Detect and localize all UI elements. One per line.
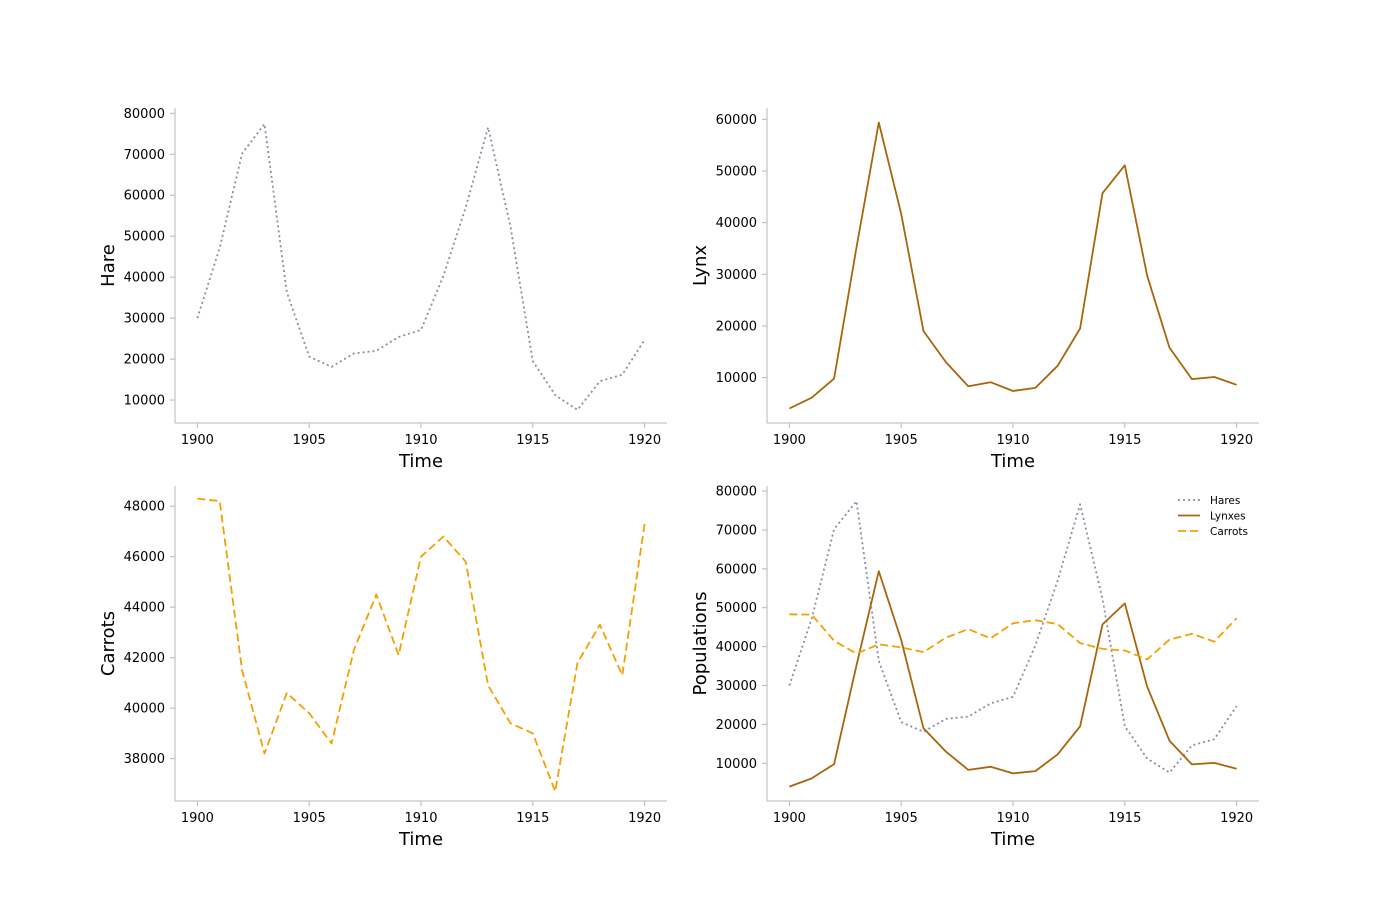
carrots-x-axis-label: Time [398, 829, 443, 850]
hare-x-tick-label: 1910 [404, 433, 437, 448]
carrots-x-tick-label: 1905 [293, 811, 326, 826]
populations-legend: Hares Lynxes Carrots [1178, 495, 1248, 538]
lynx-y-tick-label: 60000 [716, 113, 757, 128]
carrots-y-tick-label: 46000 [124, 550, 165, 565]
legend-label-lynxes: Lynxes [1210, 511, 1246, 523]
hare-y-tick-label: 70000 [124, 148, 165, 163]
populations-y-tick-label: 60000 [716, 562, 757, 577]
lynx-y-tick-label: 10000 [716, 371, 757, 386]
carrots-y-tick-label: 44000 [124, 601, 165, 616]
hare-y-tick-label: 20000 [124, 353, 165, 368]
carrots-y-axis-label: Carrots [98, 611, 119, 676]
populations-series-line-carrots [789, 613, 1238, 661]
carrots-x-tick-label: 1915 [516, 811, 549, 826]
chart-panel-carrots: 1900 1905 1910 1915 1920 38000 40000 42000 44000… [98, 486, 667, 850]
populations-series-line-lynxes [789, 570, 1237, 788]
populations-y-tick-label: 80000 [716, 485, 757, 500]
populations-x-tick-label: 1900 [773, 811, 806, 826]
hare-y-tick-label: 60000 [124, 189, 165, 204]
populations-x-tick-label: 1915 [1108, 811, 1141, 826]
carrots-series-line-carrot [197, 497, 646, 793]
carrots-y-tick-label: 48000 [124, 500, 165, 515]
populations-y-tick-label: 30000 [716, 679, 757, 694]
carrots-y-tick-label: 42000 [124, 651, 165, 666]
hare-y-tick-label: 50000 [124, 230, 165, 245]
hare-x-tick-label: 1920 [628, 433, 661, 448]
lynx-x-tick-label: 1900 [773, 433, 806, 448]
lynx-x-axis-label: Time [990, 451, 1035, 472]
hare-y-tick-label: 30000 [124, 312, 165, 327]
chart-panel-hare: 1900 1905 1910 1915 1920 10000 20000 30000 40000… [98, 107, 667, 472]
populations-y-axis-label: Populations [690, 592, 711, 696]
carrots-x-tick-label: 1900 [181, 811, 214, 826]
legend-label-carrots: Carrots [1210, 526, 1248, 538]
carrots-x-tick-label: 1910 [404, 811, 437, 826]
hare-y-tick-label: 40000 [124, 271, 165, 286]
hare-series-line-hare [196, 123, 646, 411]
carrots-y-tick-label: 38000 [124, 752, 165, 767]
populations-y-tick-label: 50000 [716, 601, 757, 616]
populations-y-tick-label: 10000 [716, 757, 757, 772]
lynx-x-tick-label: 1910 [996, 433, 1029, 448]
carrots-x-tick-label: 1920 [628, 811, 661, 826]
chart-panel-lynx: 1900 1905 1910 1915 1920 10000 20000 30000 40000… [690, 108, 1259, 472]
hare-y-tick-label: 80000 [124, 107, 165, 122]
hare-y-tick-label: 10000 [124, 394, 165, 409]
populations-series-line-hares [788, 500, 1238, 774]
populations-y-tick-label: 70000 [716, 523, 757, 538]
carrots-y-tick-label: 40000 [124, 702, 165, 717]
lynx-y-tick-label: 40000 [716, 216, 757, 231]
chart-panel-populations: 1900 1905 1910 1915 1920 10000 20000 30000 40000… [690, 485, 1259, 850]
lynx-y-tick-label: 20000 [716, 319, 757, 334]
populations-x-tick-label: 1905 [885, 811, 918, 826]
lynx-y-tick-label: 30000 [716, 268, 757, 283]
legend-label-hares: Hares [1210, 495, 1240, 507]
lynx-y-axis-label: Lynx [690, 245, 711, 286]
lynx-series-line-lynx [789, 121, 1237, 410]
populations-y-tick-label: 40000 [716, 640, 757, 655]
hare-x-tick-label: 1915 [516, 433, 549, 448]
lynx-x-tick-label: 1905 [885, 433, 918, 448]
populations-x-axis-label: Time [990, 829, 1035, 850]
lynx-y-tick-label: 50000 [716, 165, 757, 180]
populations-y-tick-label: 20000 [716, 718, 757, 733]
lynx-x-tick-label: 1915 [1108, 433, 1141, 448]
hare-x-tick-label: 1905 [293, 433, 326, 448]
hare-x-axis-label: Time [398, 451, 443, 472]
lynx-x-tick-label: 1920 [1220, 433, 1253, 448]
hare-x-tick-label: 1900 [181, 433, 214, 448]
hare-y-axis-label: Hare [98, 244, 119, 287]
populations-x-tick-label: 1910 [996, 811, 1029, 826]
populations-x-tick-label: 1920 [1220, 811, 1253, 826]
